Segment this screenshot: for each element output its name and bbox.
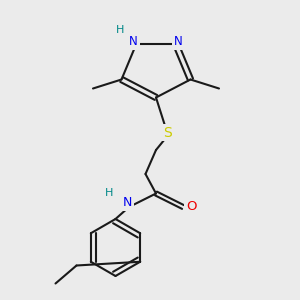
Text: H: H	[105, 188, 114, 199]
Text: N: N	[129, 35, 138, 49]
Text: O: O	[186, 200, 197, 214]
Text: N: N	[123, 196, 132, 209]
Text: H: H	[116, 25, 124, 35]
Text: N: N	[174, 35, 183, 49]
Text: S: S	[164, 126, 172, 140]
